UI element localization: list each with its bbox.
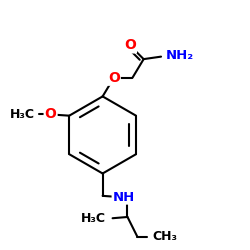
Text: NH₂: NH₂: [166, 49, 194, 62]
Text: O: O: [124, 38, 136, 52]
Text: H₃C: H₃C: [10, 108, 34, 121]
Text: O: O: [108, 71, 120, 85]
Text: CH₃: CH₃: [152, 230, 177, 243]
Text: NH: NH: [113, 190, 135, 203]
Text: O: O: [45, 108, 56, 122]
Text: H₃C: H₃C: [81, 212, 106, 225]
